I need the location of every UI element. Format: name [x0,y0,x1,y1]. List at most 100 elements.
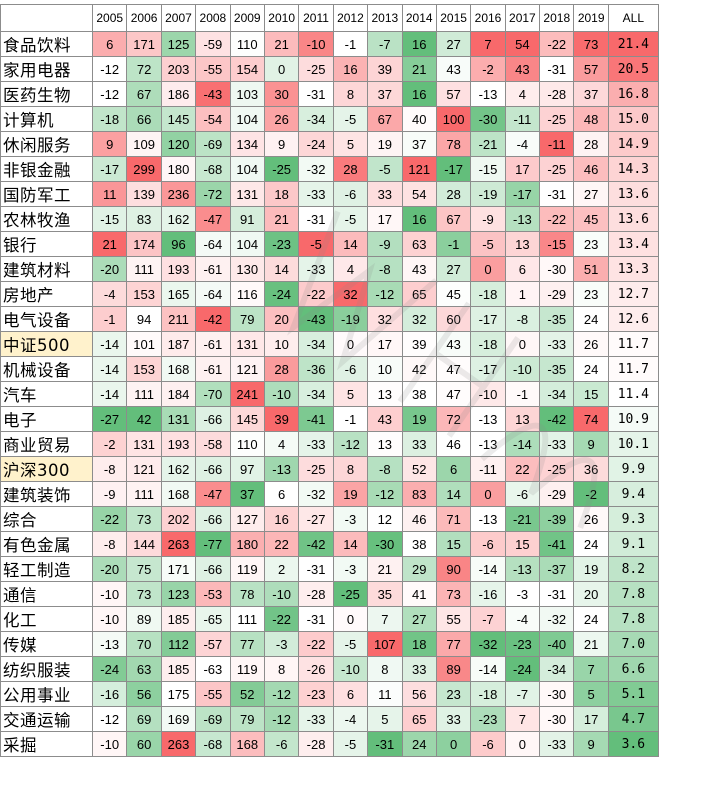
heat-cell: -3 [332,556,369,582]
table-row: 计算机 -18 66 145 -54 104 26 -34 -5 67 40 100 -30 -11 -25… [0,106,659,132]
heat-cell: 46 [435,431,472,457]
heat-cell: 17 [367,331,403,357]
heat-cell: -5 [332,106,369,132]
heatmap-table: 2005 2006 2007 2008 2009 2010 2011 2012 2013 2014… [0,4,659,757]
heat-cell: -65 [195,606,231,632]
heat-cell: 299 [126,156,162,182]
heat-cell: -8 [91,456,128,482]
heat-cell: -24 [298,131,334,157]
heat-cell: 54 [504,31,541,57]
heat-cell: -30 [367,531,403,557]
all-cell: 13.6 [607,181,659,207]
all-cell: 11.7 [607,356,659,382]
heat-cell: -23 [504,631,541,657]
heat-cell: 38 [401,531,437,557]
heat-cell: 37 [401,131,437,157]
heat-cell: 169 [160,706,197,732]
heat-cell: 168 [160,481,197,507]
heat-cell: -5 [298,231,334,257]
heat-cell: 71 [435,506,472,532]
heat-cell: -5 [332,731,369,757]
heat-cell: 96 [160,231,197,257]
heat-cell: 4 [332,256,369,282]
heat-cell: -66 [195,506,231,532]
heat-cell: 6 [332,681,369,707]
heat-cell: 109 [126,131,162,157]
heat-cell: -30 [539,256,575,282]
heat-cell: -13 [470,506,506,532]
heat-cell: -30 [539,706,575,732]
heat-cell: 19 [573,556,609,582]
heat-cell: -20 [91,556,128,582]
table-row: 家用电器 -12 72 203 -55 154 0 -25 16 39 21 43 -2 43 -31 57 2… [0,56,659,82]
heat-cell: -39 [539,506,575,532]
heat-cell: -12 [91,56,128,82]
heat-cell: 17 [504,156,541,182]
row-label: 轻工制造 [0,556,93,582]
heat-cell: -22 [298,631,334,657]
heat-cell: -10 [504,356,541,382]
table-row: 轻工制造 -20 75 171 -66 119 2 -31 -3 21 29 90 -14 -13 -37 1… [0,556,659,582]
row-label: 传媒 [0,631,93,657]
heat-cell: 45 [573,206,609,232]
all-cell: 13.3 [607,256,659,282]
row-label: 房地产 [0,281,93,307]
heat-cell: -31 [539,181,575,207]
heat-cell: 90 [435,556,472,582]
heat-cell: 65 [401,706,437,732]
heat-cell: 20 [573,581,609,607]
heat-cell: 15 [573,381,609,407]
table-row: 交通运输 -12 69 169 -69 79 -12 -33 -4 5 65 33 -23 7 -30 17 4… [0,706,659,732]
heat-cell: 12 [367,506,403,532]
heat-cell: 18 [401,631,437,657]
heat-cell: 26 [263,106,300,132]
table-row: 通信 -10 73 123 -53 78 -10 -28 -25 35 41 73 -16 -3 -31 20… [0,581,659,607]
heat-cell: 32 [332,281,369,307]
heat-cell: 24 [573,606,609,632]
heat-cell: -41 [298,406,334,432]
heat-cell: -58 [195,431,231,457]
heat-cell: 14 [263,256,300,282]
heat-cell: 14 [332,231,369,257]
heat-cell: 37 [573,81,609,107]
heat-cell: 19 [332,481,369,507]
row-label: 建筑材料 [0,256,93,282]
heat-cell: 8 [332,456,369,482]
heat-cell: 131 [229,181,265,207]
heat-cell: 174 [126,231,162,257]
heat-cell: 154 [229,56,265,82]
heat-cell: 134 [229,131,265,157]
heat-cell: -34 [298,381,334,407]
heat-cell: -8 [367,256,403,282]
heat-cell: -17 [91,156,128,182]
heat-cell: 32 [401,306,437,332]
heat-cell: -70 [195,381,231,407]
heat-cell: 20 [263,306,300,332]
heat-cell: 14 [332,531,369,557]
table-row: 传媒 -13 70 112 -57 77 -3 -22 -5 107 18 77 -32 -23 -40 21… [0,631,659,657]
all-cell: 10.9 [607,406,659,432]
heat-cell: 121 [229,356,265,382]
heat-cell: 11 [367,681,403,707]
table-row: 有色金属 -8 144 263 -77 180 22 -42 14 -30 38 15 -6 15 -41 2… [0,531,659,557]
heat-cell: 83 [126,206,162,232]
heat-cell: -64 [195,231,231,257]
heat-cell: -29 [539,281,575,307]
heat-cell: 175 [160,681,197,707]
heat-cell: 52 [229,681,265,707]
heat-cell: 4 [504,81,541,107]
heat-cell: -41 [539,531,575,557]
heat-cell: 23 [435,681,472,707]
heat-cell: 24 [573,306,609,332]
heat-cell: 39 [367,56,403,82]
heat-cell: 104 [229,156,265,182]
heat-cell: 51 [573,256,609,282]
heat-cell: -6 [332,181,369,207]
heat-cell: -28 [539,81,575,107]
heat-cell: 43 [435,331,472,357]
heat-cell: 11 [91,181,128,207]
heat-cell: -10 [91,606,128,632]
column-header: 2006 [126,4,162,32]
heat-cell: 162 [160,206,197,232]
heat-cell: -31 [539,581,575,607]
